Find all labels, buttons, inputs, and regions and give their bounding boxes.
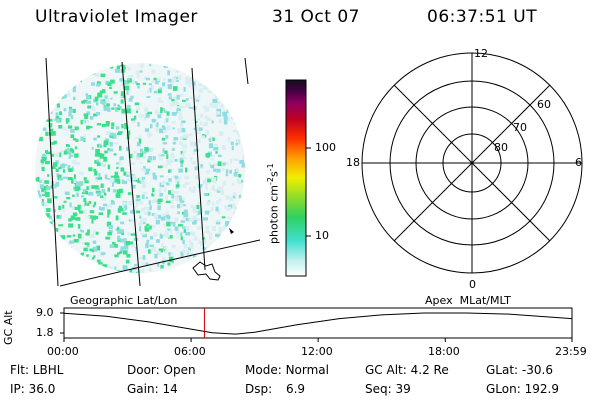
color-bar bbox=[285, 79, 311, 277]
timeline-xtick: 12:00 bbox=[301, 345, 333, 358]
meta-glon: GLon: 192.9 bbox=[486, 382, 559, 396]
meta-glat: GLat: -30.6 bbox=[486, 363, 553, 377]
meta-seq: Seq: 39 bbox=[365, 382, 411, 396]
colorbar-tick: 100 bbox=[315, 141, 336, 154]
mlat-label-60: 60 bbox=[537, 98, 551, 111]
instrument-title: Ultraviolet Imager bbox=[35, 7, 198, 27]
timeline-ylabel: GC Alt bbox=[2, 310, 15, 345]
latitude-line bbox=[59, 239, 261, 287]
meridian-line bbox=[244, 57, 249, 85]
altitude-curve bbox=[63, 312, 572, 335]
earth-image bbox=[35, 57, 261, 287]
timeline-xtick: 23:59 bbox=[555, 345, 587, 358]
mlt-label-18: 18 bbox=[346, 156, 360, 169]
mlt-label-12: 12 bbox=[474, 47, 488, 60]
meta-filter: Flt: LBHL bbox=[10, 363, 64, 377]
polar-grid bbox=[361, 52, 583, 274]
meta-ip: IP: 36.0 bbox=[10, 382, 56, 396]
geographic-caption: Geographic Lat/Lon bbox=[70, 294, 178, 307]
meta-mode: Mode: Normal bbox=[245, 363, 329, 377]
mlt-label-6: 6 bbox=[575, 156, 582, 169]
meridian-line bbox=[191, 67, 206, 271]
colorbar-tick: 10 bbox=[315, 229, 329, 242]
timeline-xtick: 18:00 bbox=[428, 345, 460, 358]
mlat-label-80: 80 bbox=[494, 141, 508, 154]
meta-door: Door: Open bbox=[127, 363, 196, 377]
timeline-ytick: 9.0 bbox=[36, 306, 54, 319]
altitude-timeline bbox=[60, 307, 573, 342]
colorbar-label: photon cm-2s-1 bbox=[266, 163, 281, 244]
timeline-xtick: 06:00 bbox=[174, 345, 206, 358]
timeline-xtick: 00:00 bbox=[47, 345, 79, 358]
meta-gc-alt: GC Alt: 4.2 Re bbox=[365, 363, 449, 377]
meridian-line bbox=[45, 57, 59, 287]
mlat-label-70: 70 bbox=[513, 121, 527, 134]
coastline bbox=[229, 228, 234, 234]
mlt-label-0: 0 bbox=[469, 278, 476, 291]
time-label: 06:37:51 UT bbox=[427, 7, 538, 27]
meta-gain: Gain: 14 bbox=[127, 382, 178, 396]
meridian-line bbox=[121, 61, 141, 287]
apex-caption: Apex MLat/MLT bbox=[425, 294, 511, 307]
timeline-ytick: 1.8 bbox=[36, 326, 54, 339]
date-label: 31 Oct 07 bbox=[272, 7, 360, 27]
meta-dsp: Dsp: 6.9 bbox=[245, 382, 306, 396]
coastline bbox=[192, 261, 221, 281]
